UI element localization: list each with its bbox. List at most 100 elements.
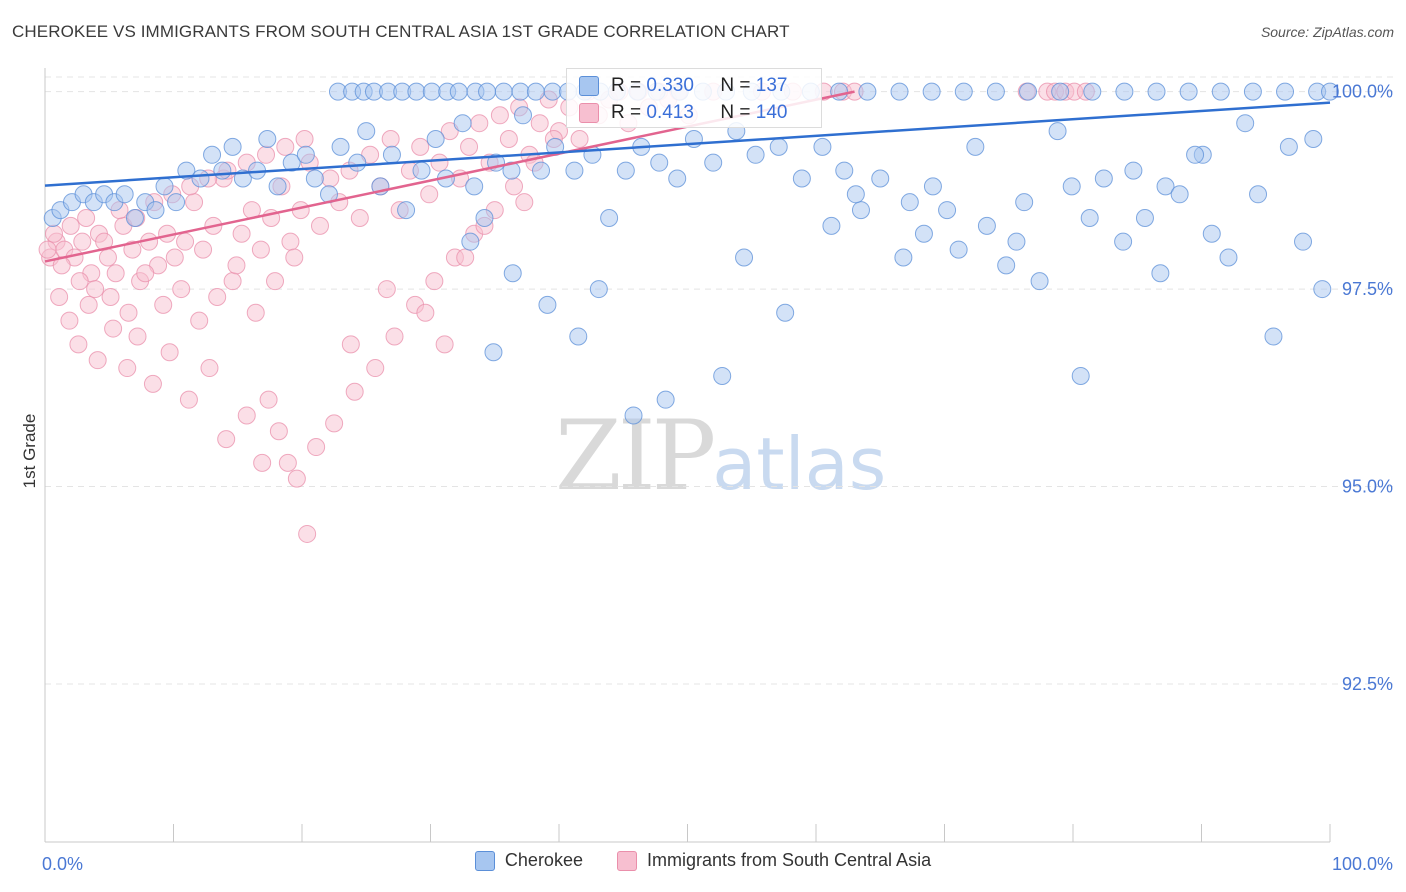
cherokee-point [543,82,562,101]
stats-n-value: 137 [755,75,788,96]
cherokee-point [977,216,996,235]
cherokee-point [922,82,941,101]
immigrants-point [194,240,213,259]
stats-r-value: 0.330 [646,75,694,96]
legend-item-cherokee[interactable]: Cherokee [474,850,583,871]
cherokee-point [1115,82,1134,101]
cherokee-point [656,390,675,409]
cherokee-point [1071,366,1090,385]
cherokee-point [213,161,232,180]
immigrants-point [310,216,329,235]
legend-item-immigrants[interactable]: Immigrants from South Central Asia [616,850,931,871]
cherokee-point [1321,82,1339,101]
immigrants-point [38,240,57,259]
stats-box: R = 0.330 N = 137 R = 0.413 N = 140 [566,68,822,128]
immigrants-point [119,303,138,322]
cherokee-point [1151,264,1170,283]
immigrants-point [79,295,98,314]
cherokee-point [1276,82,1295,101]
immigrants-point [101,287,120,306]
immigrants-point [44,224,63,243]
immigrants-point [179,390,198,409]
immigrants-point [69,335,88,354]
immigrants-point [160,343,179,362]
immigrants-point [104,319,123,338]
cherokee-point [1147,82,1166,101]
cherokee-point [589,280,608,299]
cherokee-point [769,137,788,156]
stats-n-label: N = [720,102,751,123]
cherokee-point [203,145,222,164]
cherokee-point [296,145,315,164]
cherokee-point [966,137,985,156]
legend-swatch-immigrants [616,850,637,871]
tick-labels: 92.5% 95.0% 97.5% 100.0% 0.0% 100.0% 1st Grade [20,82,1393,874]
cherokee-point [1243,82,1262,101]
cherokee-point [1030,272,1049,291]
cherokee-point [526,82,545,101]
immigrants-point [298,524,317,543]
cherokee-point [1249,185,1268,204]
immigrants-point [420,185,439,204]
cherokee-point [397,201,416,220]
cherokee-point [1313,280,1332,299]
cherokee-point [478,82,497,101]
cherokee-point [348,153,367,172]
cherokee-point [494,82,513,101]
cherokee-point [822,216,841,235]
chart-title: CHEROKEE VS IMMIGRANTS FROM SOUTH CENTRA… [12,22,790,41]
cherokee-point [813,137,832,156]
immigrants-point [470,114,489,133]
immigrants-point [257,145,276,164]
cherokee-point [1294,232,1313,251]
immigrants-point [269,422,288,441]
cherokee-point [846,185,865,204]
immigrants-point [266,272,285,291]
cherokee-point [1135,208,1154,227]
immigrants-point [128,327,147,346]
immigrants-point [490,106,509,125]
y-axis-title: 1st Grade [20,414,39,489]
cherokee-point [449,82,468,101]
cherokee-point [1170,185,1189,204]
immigrants-point [70,272,89,291]
watermark-atlas: atlas [712,422,887,506]
y-tick-label: 97.5% [1342,279,1393,299]
immigrants-point [60,311,79,330]
immigrants-point [98,248,117,267]
cherokee-point [713,366,732,385]
cherokee-point [258,129,277,148]
y-tick-label: 100.0% [1332,82,1393,102]
immigrants-point [350,208,369,227]
cherokee-trend-line [44,101,1331,187]
immigrants-point [321,169,340,188]
x-tick-label: 100.0% [1332,854,1393,874]
cherokee-point [997,256,1016,275]
cherokee-point [511,82,530,101]
cherokee-point [616,161,635,180]
immigrants-point [232,224,251,243]
y-tick-label: 92.5% [1342,674,1393,694]
cherokee-point [1007,232,1026,251]
cherokee-point [923,177,942,196]
immigrants-point [377,280,396,299]
cherokee-point [600,208,619,227]
stats-swatch-cherokee [579,76,599,96]
cherokee-point [475,208,494,227]
immigrants-point [276,137,295,156]
immigrants-point [143,374,162,393]
legend: Cherokee Immigrants from South Central A… [0,850,1406,871]
immigrants-point [106,264,125,283]
immigrants-point [570,129,589,148]
cherokee-point [465,177,484,196]
immigrants-point [381,129,400,148]
immigrants-point [361,145,380,164]
cherokee-point [569,327,588,346]
legend-label-cherokee: Cherokee [504,850,583,870]
immigrants-point [430,153,449,172]
immigrants-point [411,137,430,156]
cherokee-point [830,82,849,101]
cherokee-point [1179,82,1198,101]
cherokee-point [938,201,957,220]
cherokee-point [223,137,242,156]
